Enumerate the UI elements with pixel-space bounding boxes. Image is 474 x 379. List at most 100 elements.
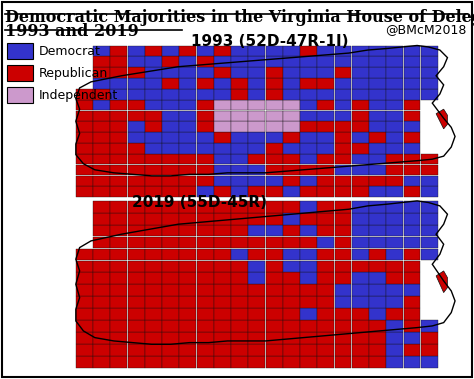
Bar <box>317 308 334 320</box>
Bar <box>386 237 403 248</box>
Bar <box>180 296 196 308</box>
Bar <box>386 284 403 296</box>
Bar <box>335 332 351 344</box>
Bar <box>300 344 317 356</box>
Bar <box>403 213 420 225</box>
Bar <box>231 89 248 100</box>
Bar <box>145 154 162 164</box>
Bar <box>352 237 369 248</box>
Bar <box>93 89 110 100</box>
Bar <box>352 296 369 308</box>
Bar <box>128 201 145 213</box>
Bar <box>145 273 162 284</box>
Bar <box>403 56 420 67</box>
Bar <box>283 56 300 67</box>
Bar <box>369 237 386 248</box>
Bar <box>145 284 162 296</box>
Bar <box>110 121 128 132</box>
Bar <box>145 249 162 260</box>
Bar <box>162 56 179 67</box>
Bar <box>403 260 420 272</box>
Bar <box>128 237 145 248</box>
Text: Democratic Majorities in the Virginia House of Delegates: Democratic Majorities in the Virginia Ho… <box>5 9 474 26</box>
Bar <box>180 356 196 368</box>
Bar <box>180 121 196 132</box>
Bar <box>421 344 438 356</box>
Bar <box>317 296 334 308</box>
Bar <box>93 67 110 78</box>
Bar <box>162 308 179 320</box>
Bar <box>335 89 351 100</box>
Bar <box>197 320 214 332</box>
Bar <box>317 273 334 284</box>
Bar <box>403 154 420 164</box>
Bar <box>403 296 420 308</box>
Bar <box>180 154 196 164</box>
Bar <box>128 143 145 153</box>
Bar <box>248 332 265 344</box>
Bar <box>335 201 351 213</box>
Bar <box>335 45 351 56</box>
Bar <box>145 132 162 143</box>
Bar <box>403 175 420 186</box>
Bar <box>300 237 317 248</box>
Bar <box>231 100 248 110</box>
Bar <box>283 175 300 186</box>
Bar <box>248 284 265 296</box>
Bar <box>214 249 231 260</box>
Bar <box>76 273 93 284</box>
Bar <box>300 186 317 197</box>
Bar <box>214 320 231 332</box>
Bar <box>93 201 110 213</box>
Bar <box>386 213 403 225</box>
Bar <box>265 100 283 110</box>
Bar <box>369 56 386 67</box>
Bar <box>335 165 351 175</box>
Bar <box>369 132 386 143</box>
Bar <box>335 175 351 186</box>
Bar <box>231 320 248 332</box>
Bar <box>197 143 214 153</box>
Bar <box>231 132 248 143</box>
Bar <box>76 175 93 186</box>
Bar <box>214 213 231 225</box>
Bar <box>317 89 334 100</box>
Bar <box>317 45 334 56</box>
Bar <box>265 260 283 272</box>
Bar <box>180 165 196 175</box>
Bar <box>421 78 438 89</box>
Bar <box>93 284 110 296</box>
Bar <box>76 296 93 308</box>
Bar <box>300 121 317 132</box>
Bar <box>145 356 162 368</box>
Bar <box>386 260 403 272</box>
Bar <box>335 260 351 272</box>
Bar <box>265 89 283 100</box>
Bar <box>110 308 128 320</box>
Bar <box>110 111 128 121</box>
Bar <box>93 249 110 260</box>
Bar <box>248 175 265 186</box>
Bar <box>231 45 248 56</box>
Bar <box>162 111 179 121</box>
Bar <box>7 43 33 59</box>
Bar <box>335 284 351 296</box>
Bar <box>283 45 300 56</box>
Bar <box>403 143 420 153</box>
Bar <box>180 273 196 284</box>
Bar <box>265 213 283 225</box>
Bar <box>197 249 214 260</box>
Bar <box>162 225 179 236</box>
Bar <box>352 249 369 260</box>
Bar <box>93 356 110 368</box>
Text: Democrat: Democrat <box>39 45 101 58</box>
Bar <box>214 201 231 213</box>
Bar <box>180 132 196 143</box>
Bar <box>231 56 248 67</box>
Bar <box>386 121 403 132</box>
Bar <box>162 121 179 132</box>
Bar <box>128 249 145 260</box>
Bar <box>214 273 231 284</box>
Bar <box>300 356 317 368</box>
Bar <box>162 201 179 213</box>
